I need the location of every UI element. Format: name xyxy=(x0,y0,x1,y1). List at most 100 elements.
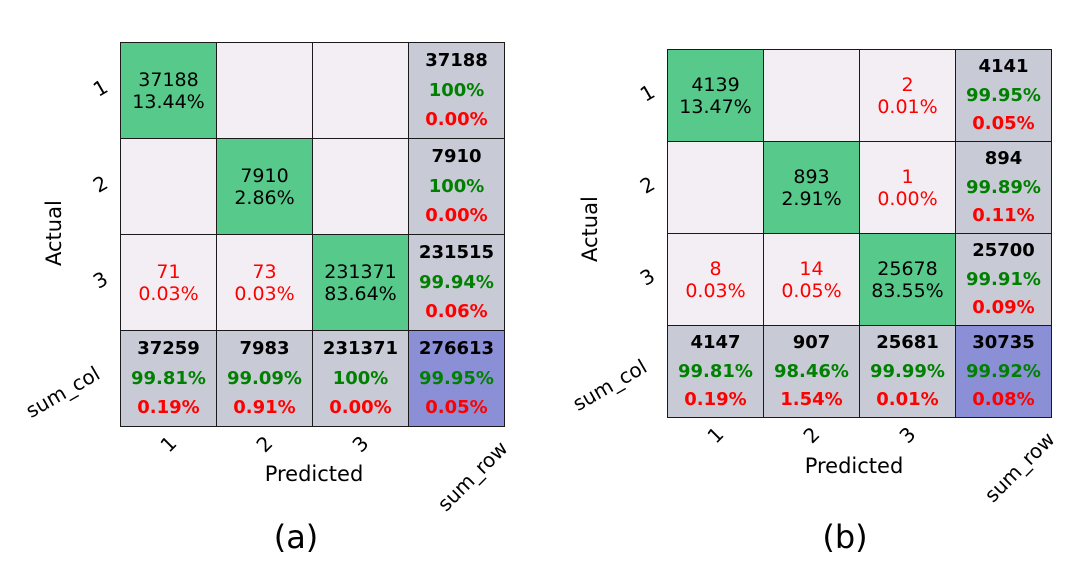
total-cell: 30735 99.92% 0.08% xyxy=(955,325,1052,418)
total-cell: 25700 99.91% 0.09% xyxy=(955,233,1052,326)
cell-percent: 13.44% xyxy=(132,90,205,113)
total-count: 231371 xyxy=(322,338,399,360)
total-error-percent: 0.01% xyxy=(876,388,939,410)
y-tick-label: 2 xyxy=(635,171,659,199)
total-cell: 4141 99.95% 0.05% xyxy=(955,49,1052,142)
total-count: 30735 xyxy=(972,332,1035,354)
total-cell: 894 99.89% 0.11% xyxy=(955,141,1052,234)
y-tick-label: sum_col xyxy=(568,354,651,416)
cell-percent: 2.91% xyxy=(781,187,842,210)
matrix-cell: 2 0.01% xyxy=(859,49,956,142)
total-error-percent: 0.11% xyxy=(972,204,1035,226)
total-error-percent: 0.00% xyxy=(425,108,488,130)
total-count: 7983 xyxy=(239,338,290,360)
total-correct-percent: 100% xyxy=(332,367,389,389)
matrix-cell: 14 0.05% xyxy=(763,233,860,326)
y-tick-label: 3 xyxy=(88,266,112,294)
matrix-cell xyxy=(216,42,313,139)
total-error-percent: 1.54% xyxy=(780,388,843,410)
matrix-cell xyxy=(763,49,860,142)
y-tick-label: 1 xyxy=(88,74,112,102)
cell-count: 893 xyxy=(793,165,830,188)
y-axis-label: Actual xyxy=(578,196,602,262)
total-correct-percent: 99.92% xyxy=(966,360,1041,382)
total-correct-percent: 99.99% xyxy=(870,360,945,382)
total-count: 894 xyxy=(984,148,1023,170)
y-tick-label: sum_col xyxy=(21,361,104,423)
matrix-cell xyxy=(120,138,217,235)
y-tick-label: 1 xyxy=(635,79,659,107)
cell-count: 2 xyxy=(901,73,914,96)
cell-percent: 0.00% xyxy=(877,187,938,210)
total-error-percent: 0.08% xyxy=(972,388,1035,410)
total-error-percent: 0.19% xyxy=(684,388,747,410)
cell-count: 231371 xyxy=(324,260,397,283)
cell-percent: 0.05% xyxy=(781,279,842,302)
total-correct-percent: 99.89% xyxy=(966,176,1041,198)
total-count: 4147 xyxy=(690,332,741,354)
matrix-cell: 73 0.03% xyxy=(216,234,313,331)
total-error-percent: 0.05% xyxy=(425,396,488,418)
y-axis-label: Actual xyxy=(42,200,66,266)
total-cell: 25681 99.99% 0.01% xyxy=(859,325,956,418)
total-correct-percent: 99.09% xyxy=(227,367,302,389)
y-tick-label: 2 xyxy=(88,170,112,198)
matrix-cell: 893 2.91% xyxy=(763,141,860,234)
cell-count: 14 xyxy=(799,257,824,280)
panel-caption: (b) xyxy=(822,518,868,556)
total-correct-percent: 99.95% xyxy=(419,367,494,389)
total-error-percent: 0.00% xyxy=(329,396,392,418)
x-axis-label: Predicted xyxy=(804,454,904,478)
cell-count: 1 xyxy=(901,165,914,188)
cell-count: 4139 xyxy=(691,73,740,96)
total-error-percent: 0.91% xyxy=(233,396,296,418)
cell-percent: 13.47% xyxy=(679,95,752,118)
matrix-cell xyxy=(312,42,409,139)
total-error-percent: 0.06% xyxy=(425,300,488,322)
total-cell: 37188 100% 0.00% xyxy=(408,42,505,139)
total-cell: 231371 100% 0.00% xyxy=(312,330,409,427)
total-count: 907 xyxy=(792,332,831,354)
total-error-percent: 0.00% xyxy=(425,204,488,226)
total-count: 4141 xyxy=(978,56,1029,78)
matrix-cell: 7910 2.86% xyxy=(216,138,313,235)
y-tick-label: 3 xyxy=(635,263,659,291)
matrix-cell: 37188 13.44% xyxy=(120,42,217,139)
x-tick-label: sum_row xyxy=(979,427,1060,507)
cell-percent: 83.64% xyxy=(324,282,397,305)
cell-count: 8 xyxy=(709,257,722,280)
matrix-cell: 8 0.03% xyxy=(667,233,764,326)
x-tick-label: 3 xyxy=(894,422,921,448)
total-error-percent: 0.09% xyxy=(972,296,1035,318)
total-error-percent: 0.05% xyxy=(972,112,1035,134)
confusion-matrix-panel-a: 37188 13.44% 7910 2.86% 71 0.03% 73 0.03% 231371… xyxy=(21,42,513,556)
cell-count: 7910 xyxy=(240,164,289,187)
total-correct-percent: 99.95% xyxy=(966,84,1041,106)
cell-percent: 0.03% xyxy=(685,279,746,302)
x-tick-label: sum_row xyxy=(432,436,513,516)
cell-percent: 2.86% xyxy=(234,186,295,209)
x-tick-label: 2 xyxy=(251,431,278,457)
total-correct-percent: 100% xyxy=(428,175,485,197)
total-cell: 4147 99.81% 0.19% xyxy=(667,325,764,418)
cell-count: 25678 xyxy=(877,257,938,280)
total-correct-percent: 98.46% xyxy=(774,360,849,382)
matrix-cell: 231371 83.64% xyxy=(312,234,409,331)
total-count: 37188 xyxy=(425,50,488,72)
total-count: 25700 xyxy=(972,240,1035,262)
total-cell: 907 98.46% 1.54% xyxy=(763,325,860,418)
total-correct-percent: 99.81% xyxy=(131,367,206,389)
total-cell: 276613 99.95% 0.05% xyxy=(408,330,505,427)
total-cell: 7910 100% 0.00% xyxy=(408,138,505,235)
matrix-cell: 71 0.03% xyxy=(120,234,217,331)
total-count: 25681 xyxy=(876,332,939,354)
x-tick-label: 2 xyxy=(798,422,825,448)
total-count: 37259 xyxy=(137,338,200,360)
x-axis-label: Predicted xyxy=(264,462,364,486)
total-error-percent: 0.19% xyxy=(137,396,200,418)
matrix-cell xyxy=(312,138,409,235)
x-tick-label: 1 xyxy=(702,422,729,448)
cell-count: 37188 xyxy=(138,68,199,91)
x-tick-label: 3 xyxy=(347,431,374,457)
matrix-cell xyxy=(667,141,764,234)
